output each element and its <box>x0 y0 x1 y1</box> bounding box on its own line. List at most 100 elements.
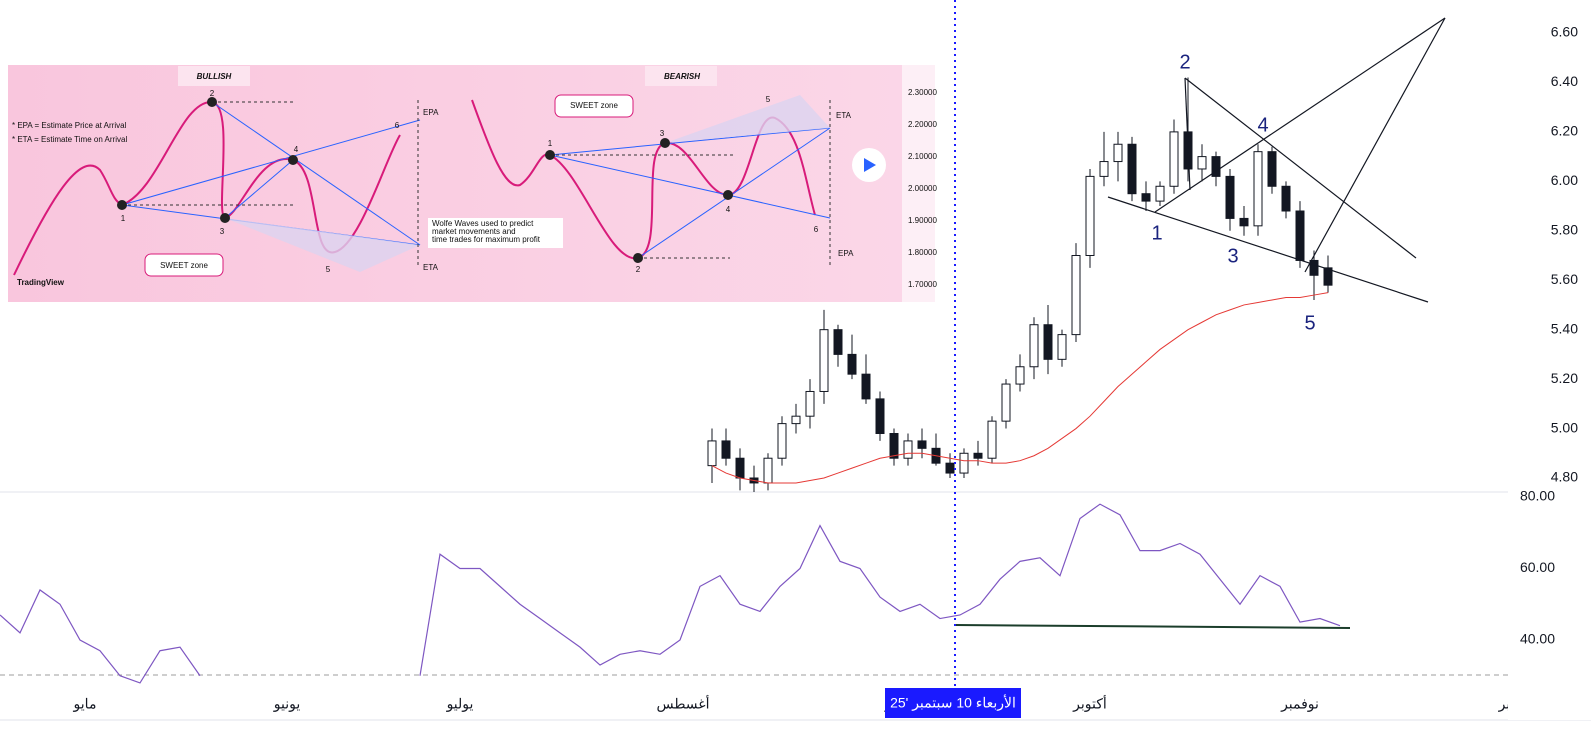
candle-body <box>1141 193 1151 202</box>
candle-body <box>1267 151 1277 187</box>
candle-body <box>903 440 913 459</box>
inset-epa: EPA <box>423 108 439 117</box>
inset-point: 1 <box>121 214 126 223</box>
candle-body <box>959 452 969 474</box>
moving-average <box>711 292 1329 484</box>
candle-body <box>1015 366 1025 385</box>
wave-label: 4 <box>1257 114 1268 136</box>
candle-body <box>1057 334 1067 360</box>
rsi-trendline <box>954 624 1351 629</box>
y-tick-label: 6.60 <box>1551 24 1578 40</box>
rsi-tick-label: 40.00 <box>1520 631 1555 647</box>
inset-point: 1 <box>548 139 553 148</box>
inset-title: BULLISH <box>197 72 232 81</box>
candle-body <box>973 452 983 459</box>
crosshair-box <box>885 688 1021 718</box>
inset-point: 5 <box>326 265 331 274</box>
candle-body <box>707 440 717 467</box>
inset-point: 4 <box>294 145 299 154</box>
inset-tick: 2.00000 <box>908 184 937 193</box>
wave-label: 3 <box>1227 245 1238 267</box>
y-tick-label: 5.00 <box>1551 419 1578 435</box>
inset-point: 3 <box>220 227 225 236</box>
inset-brand: TradingView <box>17 278 65 287</box>
y-tick-label: 5.20 <box>1551 370 1578 386</box>
candle-body <box>1043 324 1053 360</box>
rsi-tick-label: 80.00 <box>1520 488 1555 504</box>
inset-point: 6 <box>395 121 400 130</box>
price-pane <box>707 77 1333 492</box>
candle-body <box>1281 185 1291 212</box>
candle-body <box>1295 210 1305 261</box>
inset-title: BEARISH <box>664 72 700 81</box>
inset-epa: EPA <box>838 249 854 258</box>
inset-note: * EPA = Estimate Price at Arrival <box>12 121 127 130</box>
x-tick-label: مايو <box>73 696 97 713</box>
candle-body <box>1085 175 1095 256</box>
inset-tick: 2.20000 <box>908 120 937 129</box>
candle-body <box>791 415 801 425</box>
candle-body <box>945 462 955 474</box>
inset-tick: 2.30000 <box>908 88 937 97</box>
candle-body <box>847 353 857 375</box>
y-tick-label: 5.40 <box>1551 320 1578 336</box>
candle-body <box>987 420 997 459</box>
candle-body <box>1099 161 1109 177</box>
inset-sweet: SWEET zone <box>160 261 208 270</box>
candle-body <box>805 390 815 417</box>
inset-point: 2 <box>210 89 215 98</box>
candle-body <box>1127 143 1137 195</box>
inset-tick: 2.10000 <box>908 152 937 161</box>
candle-body <box>777 423 787 459</box>
inset-eta: ETA <box>423 263 439 272</box>
inset-point: 4 <box>726 205 731 214</box>
inset-point: 6 <box>814 225 819 234</box>
candle-body <box>1309 259 1319 276</box>
y-tick-label: 6.00 <box>1551 172 1578 188</box>
candle-body <box>1169 131 1179 187</box>
candle-body <box>1211 156 1221 177</box>
inset-tick: 1.90000 <box>908 216 937 225</box>
inset-wolfe: market movements and <box>432 227 516 236</box>
candle-body <box>1071 255 1081 336</box>
inset-point: 2 <box>636 265 641 274</box>
inset-wolfe: time trades for maximum profit <box>432 235 541 244</box>
wave-label: 5 <box>1304 312 1315 334</box>
y-tick-label: 5.80 <box>1551 221 1578 237</box>
candle-body <box>861 373 871 400</box>
inset-point: 5 <box>766 95 771 104</box>
candle-body <box>1323 267 1333 286</box>
x-tick-label: نوفمبر <box>1280 696 1319 713</box>
candle-body <box>735 457 745 479</box>
wave-label: 2 <box>1179 51 1190 73</box>
candle-body <box>1001 383 1011 422</box>
candle-body <box>889 433 899 459</box>
candle-body <box>1029 324 1039 368</box>
candle-body <box>819 329 829 392</box>
inset-sweet: SWEET zone <box>570 101 618 110</box>
wolfe-lines <box>1107 17 1446 303</box>
candle-body <box>763 457 773 484</box>
wave-label: 1 <box>1151 222 1162 244</box>
rsi-line <box>0 589 201 684</box>
x-tick-label: يوليو <box>446 696 474 713</box>
candle-body <box>1225 175 1235 219</box>
candle-body <box>1113 143 1123 163</box>
rsi-pane <box>0 503 1341 684</box>
inset-image: BULLISH BEARISH * EPA = Estimate Price at … <box>8 65 937 302</box>
crosshair-label: الأربعاء 10 سبتمبر '25 <box>890 694 1016 712</box>
candle-body <box>875 398 885 434</box>
candle-body <box>1253 151 1263 227</box>
candle-body <box>1197 156 1207 170</box>
candle-body <box>721 440 731 459</box>
rsi-line <box>419 503 1341 676</box>
candle-body <box>917 440 927 449</box>
inset-eta: ETA <box>836 111 852 120</box>
inset-note: * ETA = Estimate Time on Arrival <box>12 135 127 144</box>
inset-tick: 1.80000 <box>908 248 937 257</box>
rsi-tick-label: 60.00 <box>1520 559 1555 575</box>
axis-mask <box>1508 690 1591 720</box>
x-tick-label: أكتوبر <box>1072 694 1107 713</box>
candle-body <box>833 329 843 355</box>
